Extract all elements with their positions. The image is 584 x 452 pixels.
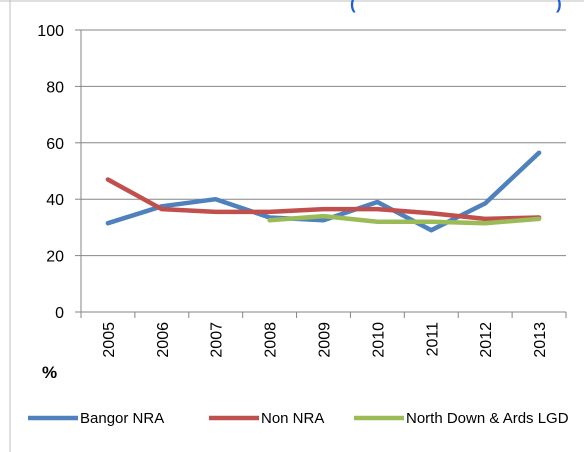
y-tick-label-100: 100 (37, 23, 64, 40)
series-line-bangor-nra (105, 150, 542, 233)
y-tick-labels: 0 20 40 60 80 100 (37, 23, 64, 322)
series-line-non-nra (105, 177, 542, 222)
y-tick-label-80: 80 (46, 79, 64, 96)
x-tick-label-2006: 2006 (155, 322, 172, 358)
x-tick-label-2013: 2013 (532, 322, 549, 358)
x-tick-label-2007: 2007 (209, 322, 226, 358)
y-tick-label-20: 20 (46, 249, 64, 266)
axes (75, 29, 567, 318)
chart-title-fragment-right: ) (556, 0, 562, 13)
legend-label-north-down-ards-lgd: North Down & Ards LGD (406, 410, 569, 427)
x-tick-label-2005: 2005 (101, 322, 118, 358)
x-tick-label-2009: 2009 (317, 322, 334, 358)
x-tick-labels: 2005 2006 2007 2008 2009 2010 2011 2012 2013 (101, 322, 549, 358)
series-line-north-down-ards-lgd (267, 213, 542, 226)
y-tick-label-40: 40 (46, 192, 64, 209)
y-axis-label: % (42, 363, 57, 382)
y-tick-label-60: 60 (46, 136, 64, 153)
x-tick-label-2011: 2011 (424, 322, 441, 357)
legend-label-non-nra: Non NRA (261, 410, 324, 427)
x-tick-label-2012: 2012 (478, 322, 495, 358)
x-tick-label-2008: 2008 (263, 322, 280, 358)
series-lines (105, 150, 542, 233)
gridlines (81, 29, 566, 257)
legend: Bangor NRA Non NRA North Down & Ards LGD (28, 410, 569, 427)
y-tick-label-0: 0 (55, 305, 64, 322)
x-tick-label-2010: 2010 (370, 322, 387, 358)
legend-label-bangor-nra: Bangor NRA (80, 410, 164, 427)
chart-title-fragment-left: ( (350, 0, 356, 13)
